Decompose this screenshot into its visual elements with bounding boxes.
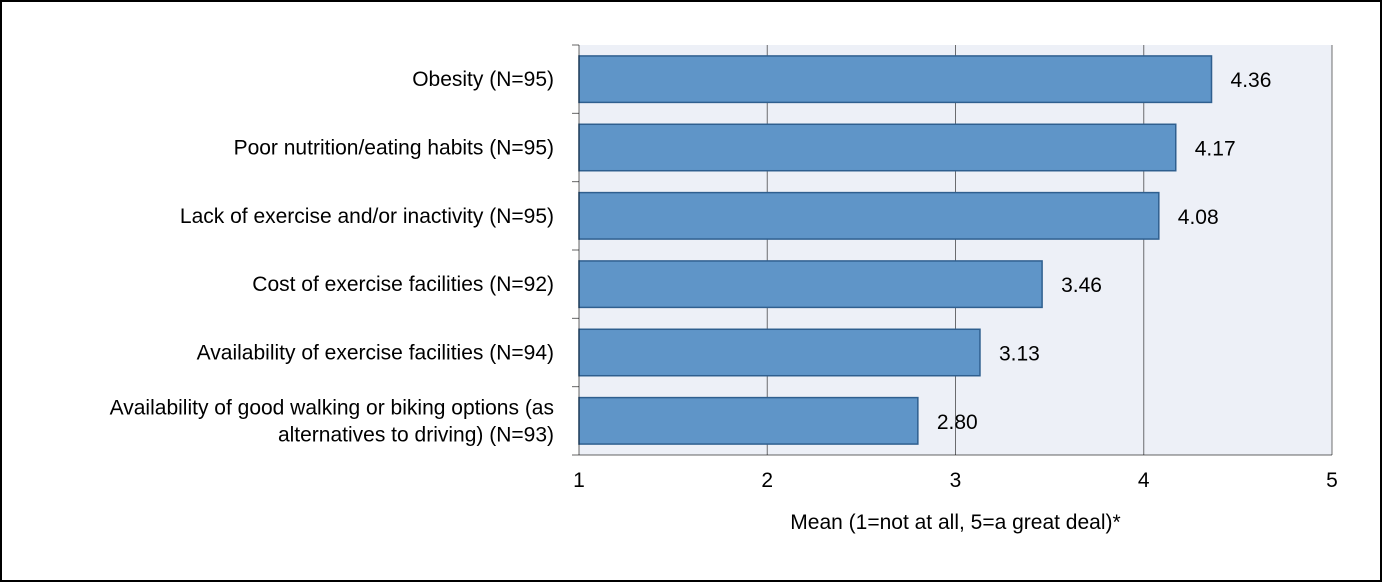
x-tick-label-4: 4 xyxy=(1138,469,1150,492)
x-tick-label-1: 1 xyxy=(573,469,585,492)
bar-6 xyxy=(578,396,919,445)
x-tick-label-3: 3 xyxy=(950,469,962,492)
x-tick-label-2: 2 xyxy=(761,469,773,492)
x-axis-label: Mean (1=not at all, 5=a great deal)* xyxy=(790,511,1120,534)
category-label-4: Cost of exercise facilities (N=92) xyxy=(252,273,554,296)
bar-2 xyxy=(578,123,1177,172)
data-label-6: 2.80 xyxy=(937,411,978,434)
category-label-6-line-1: Availability of good walking or biking o… xyxy=(110,396,554,419)
bar-1 xyxy=(578,55,1213,104)
category-label-2: Poor nutrition/eating habits (N=95) xyxy=(234,137,554,160)
category-label-6-line-2: alternatives to driving) (N=93) xyxy=(278,423,554,446)
category-label-3: Lack of exercise and/or inactivity (N=95… xyxy=(180,205,554,228)
bar-4 xyxy=(578,260,1043,309)
data-label-5: 3.13 xyxy=(999,343,1040,366)
category-label-1: Obesity (N=95) xyxy=(412,68,554,91)
bar-3 xyxy=(578,191,1160,240)
data-label-4: 3.46 xyxy=(1061,274,1102,297)
bar-5 xyxy=(578,328,981,377)
x-tick-label-5: 5 xyxy=(1326,469,1338,492)
data-label-1: 4.36 xyxy=(1231,69,1272,92)
data-label-2: 4.17 xyxy=(1195,138,1236,161)
data-label-3: 4.08 xyxy=(1178,206,1219,229)
category-label-5: Availability of exercise facilities (N=9… xyxy=(197,342,554,365)
